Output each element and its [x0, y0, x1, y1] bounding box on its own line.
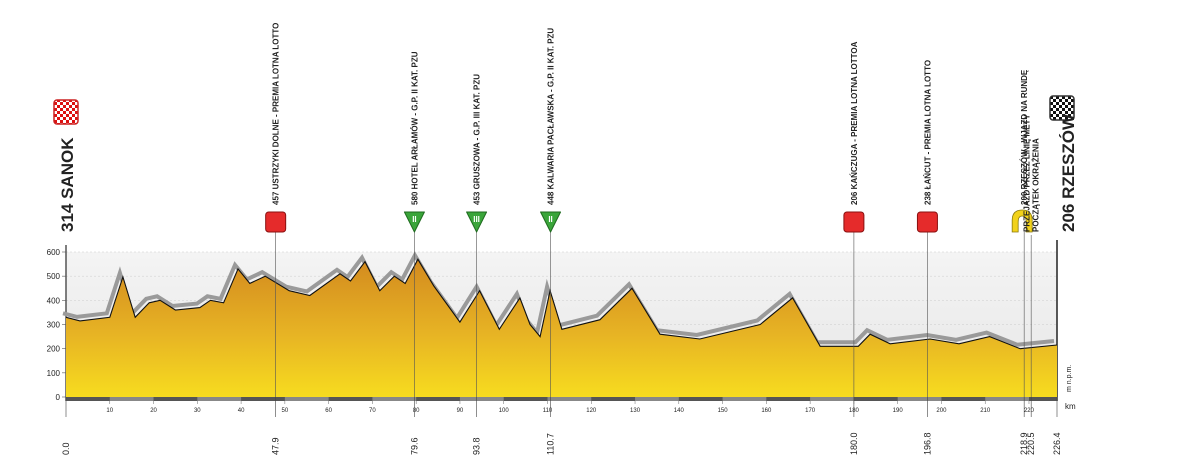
x-tick-label: 40: [238, 408, 245, 414]
kom-marker: [403, 211, 425, 233]
key-tick-label: 47.9: [271, 437, 281, 455]
annotation-label: 457 USTRZYKI DOLNE - PREMIA LOTNA LOTTO: [272, 23, 281, 205]
annotation-label: 448 KALWARIA PACŁAWSKA - G.P. II KAT. PZ…: [547, 28, 556, 205]
base-segment: [284, 397, 329, 401]
x-tick-label: 80: [413, 408, 420, 414]
base-segment: [547, 397, 592, 401]
base-segment: [897, 397, 942, 401]
x-tick-label: 100: [499, 408, 510, 414]
y-tick-label: 0: [56, 393, 61, 402]
key-tick-label: 93.8: [472, 437, 482, 455]
base-segment: [372, 397, 417, 401]
annotation-label: 238 ŁAŃCUT - PREMIA LOTNA LOTTO: [923, 60, 932, 205]
base-segment: [459, 397, 504, 401]
y-tick-label: 100: [47, 369, 61, 378]
annotation-label: 206 KAŃCZUGA - PREMIA LOTNA LOTTOA: [850, 41, 859, 205]
y-tick-label: 600: [47, 248, 61, 257]
annotation-label: 453 GRUSZOWA - G.P. III KAT. PZU: [473, 74, 482, 205]
lap-marker: [1011, 209, 1033, 233]
x-tick-label: 180: [849, 408, 860, 414]
x-tick-label: 220: [1024, 408, 1035, 414]
x-tick-label: 50: [282, 408, 289, 414]
y-tick-label: 400: [47, 296, 61, 305]
finish-flag: [1049, 95, 1075, 121]
x-tick-label: 10: [106, 408, 113, 414]
key-tick-label: 0.0: [61, 442, 71, 455]
x-tick-label: 60: [325, 408, 332, 414]
x-tick-label: 140: [674, 408, 685, 414]
profile-line: [65, 258, 1058, 350]
annotation-label: 200 RZESZÓW - WJAZD NA RUNDĘ: [1020, 69, 1029, 205]
kom-category: II: [412, 215, 416, 224]
sprint-marker: [265, 211, 287, 233]
y-tick-label: 500: [47, 272, 61, 281]
kom-category: II: [548, 215, 552, 224]
key-tick-label: 220.5: [1026, 432, 1036, 455]
x-tick-label: 120: [586, 408, 597, 414]
start-flag: [53, 99, 79, 125]
base-segment: [109, 397, 154, 401]
key-tick-label: 218.9: [1019, 432, 1029, 455]
base-segment: [985, 397, 1029, 401]
key-tick-label: 79.6: [409, 437, 419, 455]
x-tick-label: 70: [369, 408, 376, 414]
x-tick-label: 110: [543, 408, 553, 414]
sprint-marker: [843, 211, 865, 233]
base-segment: [197, 397, 242, 401]
key-tick-label: 110.7: [546, 433, 556, 455]
key-tick-label: 180.0: [849, 432, 859, 455]
x-tick-label: 190: [893, 408, 904, 414]
base-segment: [810, 397, 854, 401]
key-tick-label: 196.8: [922, 432, 932, 455]
x-tick-label: 150: [718, 408, 729, 414]
x-tick-label: 90: [457, 408, 464, 414]
x-axis-label: km: [1065, 402, 1076, 411]
annotation-label: POCZĄTEK OKRĄŻENIA: [1032, 138, 1041, 232]
kom-marker: [540, 211, 562, 233]
key-tick-label: 226.4: [1052, 432, 1062, 455]
sprint-marker: [916, 211, 938, 233]
y-axis-label: m n.p.m.: [1066, 365, 1073, 392]
x-tick-label: 20: [150, 408, 157, 414]
annotation-label: 580 HOTEL ARŁAMÓW - G.P. II KAT. PZU: [410, 51, 419, 205]
y-tick-label: 200: [47, 345, 61, 354]
x-tick-label: 160: [761, 408, 772, 414]
base-segment: [635, 397, 679, 401]
x-tick-label: 170: [805, 408, 816, 414]
x-tick-label: 210: [980, 408, 991, 414]
annotation-label: PRZEJAZD PRZEZ LINIĘ METY: [1023, 114, 1032, 232]
kom-category: III: [473, 215, 480, 224]
start-label: 314 SANOK: [58, 137, 77, 232]
x-tick-label: 200: [936, 408, 947, 414]
x-tick-label: 30: [194, 408, 201, 414]
y-tick-label: 300: [47, 321, 61, 330]
finish-label: 206 RZESZÓW: [1059, 113, 1078, 232]
kom-marker: [466, 211, 488, 233]
base-segment: [722, 397, 767, 401]
x-tick-label: 130: [630, 408, 641, 414]
